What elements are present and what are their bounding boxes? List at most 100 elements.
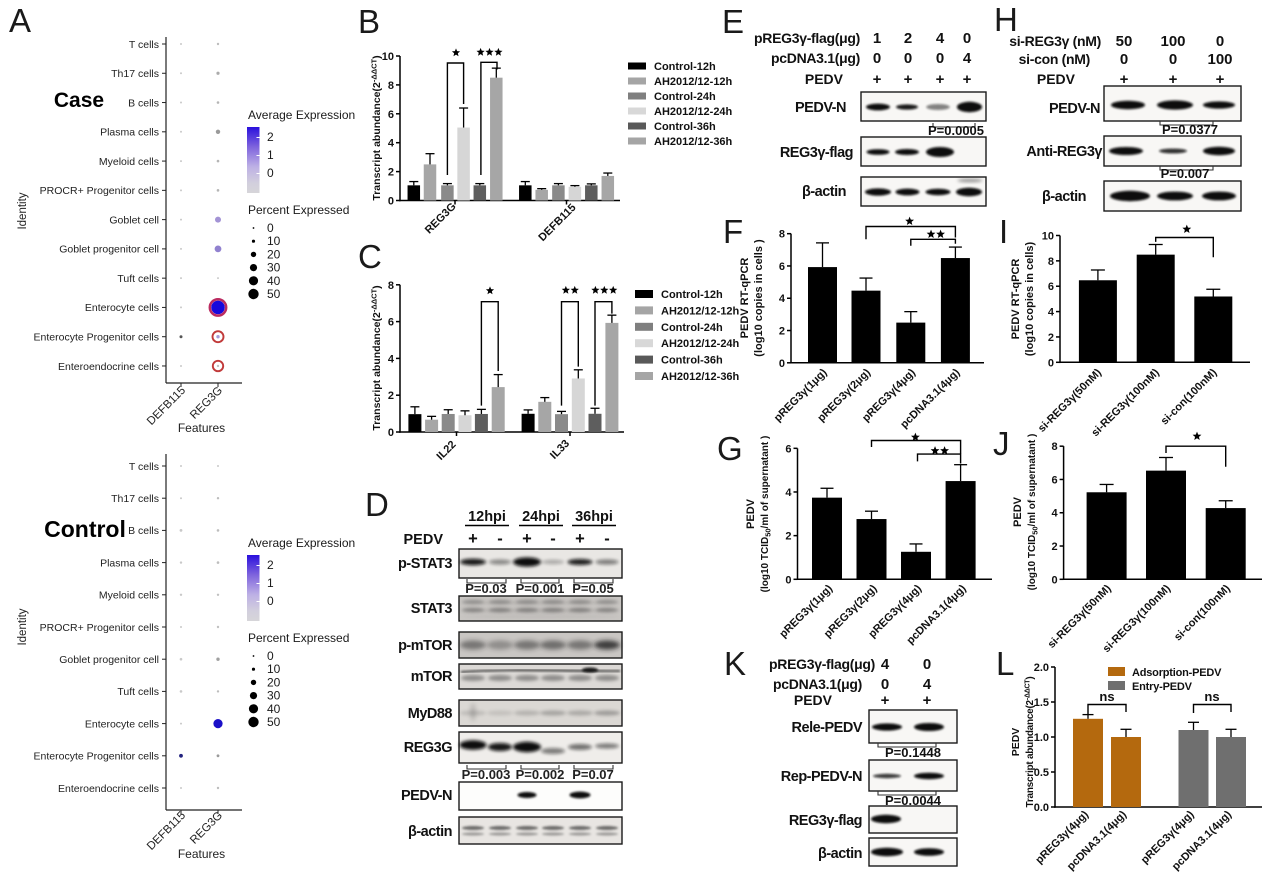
svg-text:Average Expression: Average Expression bbox=[248, 108, 355, 122]
svg-text:H: H bbox=[994, 1, 1018, 38]
svg-text:+: + bbox=[522, 530, 532, 548]
svg-text:P=0.07: P=0.07 bbox=[572, 767, 614, 782]
svg-text:p-mTOR: p-mTOR bbox=[398, 638, 453, 654]
svg-text:PEDV: PEDV bbox=[404, 532, 444, 548]
svg-text:P=0.003: P=0.003 bbox=[462, 767, 511, 782]
svg-text:4: 4 bbox=[1051, 508, 1058, 520]
svg-text:2: 2 bbox=[1051, 541, 1057, 553]
svg-text:Control-24h: Control-24h bbox=[654, 91, 716, 103]
svg-text:Entry-PEDV: Entry-PEDV bbox=[1132, 681, 1193, 693]
svg-text:4: 4 bbox=[785, 487, 792, 499]
svg-text:AH2012/12-12h: AH2012/12-12h bbox=[661, 305, 740, 317]
svg-text:Transcript abundance(2-ΔΔCT): Transcript abundance(2-ΔΔCT) bbox=[370, 55, 384, 200]
svg-text:24hpi: 24hpi bbox=[522, 509, 560, 525]
svg-text:Average Expression: Average Expression bbox=[248, 536, 355, 550]
svg-text:+: + bbox=[904, 71, 913, 88]
svg-text:(log10 copies in cells): (log10 copies in cells) bbox=[1024, 242, 1036, 357]
svg-text:PEDV: PEDV bbox=[745, 498, 757, 529]
svg-text:4: 4 bbox=[388, 353, 395, 365]
svg-text:6: 6 bbox=[1048, 281, 1054, 293]
svg-text:Control-12h: Control-12h bbox=[654, 61, 716, 73]
svg-text:6: 6 bbox=[1051, 474, 1057, 486]
svg-text:2: 2 bbox=[267, 558, 274, 572]
svg-text:P=0.001: P=0.001 bbox=[516, 581, 565, 596]
svg-text:p-STAT3: p-STAT3 bbox=[398, 556, 452, 572]
svg-text:Percent Expressed: Percent Expressed bbox=[248, 203, 349, 217]
svg-text:1: 1 bbox=[267, 576, 274, 590]
svg-text:β-actin: β-actin bbox=[408, 824, 452, 840]
svg-text:AH2012/12-24h: AH2012/12-24h bbox=[654, 106, 733, 118]
svg-text:+: + bbox=[1169, 71, 1178, 88]
svg-text:20: 20 bbox=[267, 675, 281, 689]
svg-text:ns: ns bbox=[1204, 689, 1219, 704]
svg-text:(log10 copies in cells ): (log10 copies in cells ) bbox=[753, 239, 765, 357]
svg-text:pcDNA3.1(μg): pcDNA3.1(μg) bbox=[773, 676, 862, 692]
svg-text:P=0.05: P=0.05 bbox=[572, 581, 614, 596]
svg-text:+: + bbox=[1120, 71, 1129, 88]
svg-text:AH2012/12-36h: AH2012/12-36h bbox=[661, 371, 740, 383]
svg-text:P=0.03: P=0.03 bbox=[465, 581, 507, 596]
svg-text:Rele-PEDV: Rele-PEDV bbox=[792, 720, 863, 736]
svg-text:PEDV-N: PEDV-N bbox=[1049, 101, 1100, 117]
svg-text:Transcript abundance(2-ΔΔCT): Transcript abundance(2-ΔΔCT) bbox=[1025, 677, 1037, 808]
svg-text:(log10 TCID50/ml of supernatan: (log10 TCID50/ml of supernatant ) bbox=[760, 436, 773, 593]
svg-text:8: 8 bbox=[388, 280, 394, 292]
svg-text:D: D bbox=[365, 486, 389, 523]
svg-text:A: A bbox=[9, 2, 31, 39]
svg-text:4: 4 bbox=[1048, 307, 1055, 319]
svg-text:6: 6 bbox=[785, 443, 791, 455]
svg-text:6: 6 bbox=[779, 261, 785, 273]
svg-text:+: + bbox=[873, 71, 882, 88]
svg-text:PROCR+ Progenitor cells: PROCR+ Progenitor cells bbox=[40, 185, 159, 197]
svg-text:β-actin: β-actin bbox=[1042, 189, 1086, 205]
svg-text:20: 20 bbox=[267, 247, 281, 261]
svg-text:40: 40 bbox=[267, 702, 281, 716]
svg-text:Rep-PEDV-N: Rep-PEDV-N bbox=[781, 769, 862, 785]
svg-text:0: 0 bbox=[1169, 51, 1177, 68]
svg-text:β-actin: β-actin bbox=[818, 846, 862, 862]
svg-text:C: C bbox=[358, 238, 382, 275]
svg-text:0: 0 bbox=[1120, 51, 1128, 68]
svg-text:+: + bbox=[575, 530, 585, 548]
svg-text:50: 50 bbox=[267, 287, 281, 301]
svg-text:4: 4 bbox=[388, 138, 395, 150]
svg-text:12hpi: 12hpi bbox=[468, 509, 506, 525]
svg-text:AH2012/12-36h: AH2012/12-36h bbox=[654, 136, 733, 148]
svg-text:Control-36h: Control-36h bbox=[654, 121, 716, 133]
svg-text:-: - bbox=[550, 530, 556, 548]
svg-text:si-REG3γ (nM): si-REG3γ (nM) bbox=[1009, 33, 1101, 49]
svg-text:REG3γ-flag: REG3γ-flag bbox=[789, 813, 862, 829]
svg-text:0: 0 bbox=[904, 50, 912, 67]
svg-text:Th17 cells: Th17 cells bbox=[111, 493, 159, 505]
svg-text:PEDV-N: PEDV-N bbox=[795, 100, 846, 116]
svg-text:2: 2 bbox=[388, 167, 394, 179]
svg-text:F: F bbox=[723, 213, 743, 250]
svg-text:Features: Features bbox=[178, 421, 225, 435]
svg-text:T cells: T cells bbox=[129, 461, 159, 473]
svg-text:T cells: T cells bbox=[129, 39, 159, 51]
svg-text:8: 8 bbox=[1048, 256, 1054, 268]
svg-text:4: 4 bbox=[779, 293, 786, 305]
svg-text:2: 2 bbox=[1048, 332, 1054, 344]
svg-text:+: + bbox=[1216, 71, 1225, 88]
svg-text:100: 100 bbox=[1207, 51, 1232, 68]
svg-text:si-con (nM): si-con (nM) bbox=[1019, 51, 1090, 67]
svg-text:Case: Case bbox=[54, 89, 104, 112]
svg-text:0: 0 bbox=[923, 656, 931, 673]
svg-text:40: 40 bbox=[267, 274, 281, 288]
svg-text:Tuft cells: Tuft cells bbox=[117, 273, 159, 285]
svg-text:+: + bbox=[923, 692, 932, 709]
svg-text:0: 0 bbox=[267, 649, 274, 663]
svg-text:Goblet progenitor cell: Goblet progenitor cell bbox=[59, 244, 159, 256]
svg-text:AH2012/12-12h: AH2012/12-12h bbox=[654, 76, 733, 88]
svg-text:2.0: 2.0 bbox=[1034, 662, 1049, 674]
svg-text:Th17 cells: Th17 cells bbox=[111, 68, 159, 80]
svg-text:0: 0 bbox=[388, 196, 394, 208]
svg-text:REG3G: REG3G bbox=[404, 740, 452, 756]
svg-text:Myeloid cells: Myeloid cells bbox=[99, 156, 159, 168]
svg-text:Myeloid cells: Myeloid cells bbox=[99, 590, 159, 602]
svg-text:0: 0 bbox=[963, 30, 971, 47]
svg-text:1.5: 1.5 bbox=[1034, 697, 1049, 709]
svg-text:Plasma cells: Plasma cells bbox=[100, 127, 159, 139]
svg-text:Percent Expressed: Percent Expressed bbox=[248, 631, 349, 645]
